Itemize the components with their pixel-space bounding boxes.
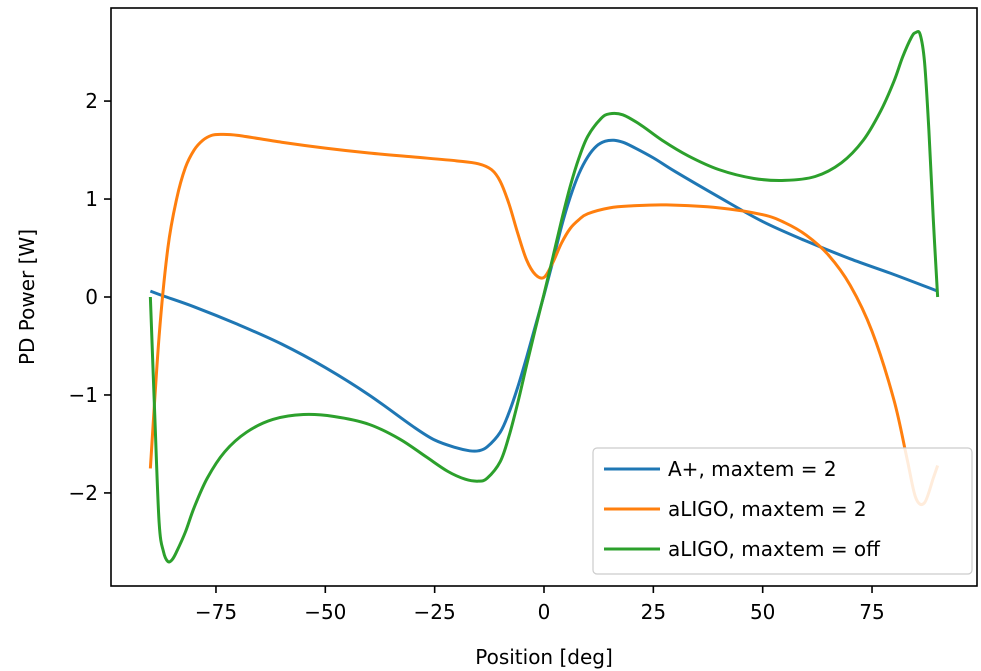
y-axis-ticks: −2 −1 0 1 2 — [69, 89, 111, 505]
x-tick-label: −75 — [195, 600, 237, 624]
x-tick-label: 50 — [750, 600, 775, 624]
x-tick-label: 0 — [538, 600, 551, 624]
legend-label-aligo-maxtem-off: aLIGO, maxtem = off — [668, 537, 881, 561]
x-tick-label: 75 — [859, 600, 884, 624]
y-tick-label: 1 — [85, 187, 98, 211]
y-axis-label: PD Power [W] — [15, 229, 39, 365]
x-tick-label: 25 — [641, 600, 666, 624]
legend-label-a-plus: A+, maxtem = 2 — [668, 457, 837, 481]
y-tick-label: −1 — [69, 383, 98, 407]
y-tick-label: 2 — [85, 89, 98, 113]
legend: A+, maxtem = 2 aLIGO, maxtem = 2 aLIGO, … — [592, 447, 973, 575]
legend-frame — [592, 447, 973, 575]
x-tick-label: −25 — [414, 600, 456, 624]
legend-label-aligo-maxtem-2: aLIGO, maxtem = 2 — [668, 497, 867, 521]
plot-lines — [148, 29, 940, 564]
y-tick-label: 0 — [85, 285, 98, 309]
x-axis-ticks: −75 −50 −25 0 25 50 75 — [195, 586, 885, 624]
x-tick-label: −50 — [304, 600, 346, 624]
y-tick-label: −2 — [69, 481, 98, 505]
series-line-aligo-maxtem-2 — [148, 132, 940, 507]
x-axis-label: Position [deg] — [475, 645, 613, 669]
series-line-aligo-maxtem-off — [148, 29, 940, 564]
